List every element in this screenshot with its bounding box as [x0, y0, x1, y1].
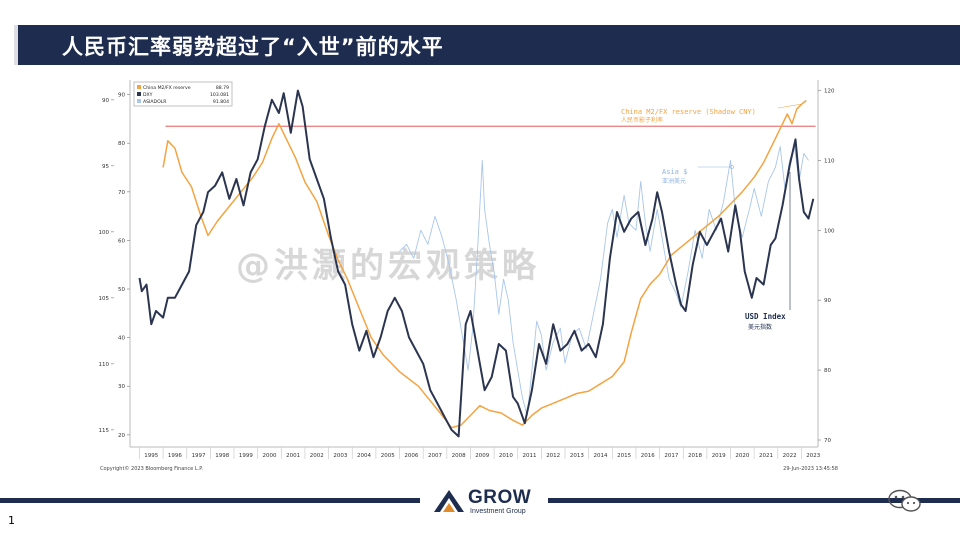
legend-value: 88.79 — [216, 85, 229, 91]
right-tick-label: 110 — [824, 158, 835, 164]
outer-left-tick-label: 90 — [102, 98, 109, 104]
title-bar: 人民币汇率弱势超过了“入世”前的水平 — [14, 25, 960, 65]
annotation-cny-zh: 人民币影子利率 — [621, 116, 663, 124]
timestamp-text: 29-Jun-2023 13:45:58 — [783, 466, 838, 472]
x-tick-label: 1996 — [168, 453, 182, 459]
outer-left-tick-label: 110 — [99, 362, 110, 368]
annotation-cny-en: China M2/FX reserve (Shadow CNY) — [621, 108, 756, 116]
x-tick-label: 2009 — [475, 453, 489, 459]
chart: @洪灝的宏观策略 1995 1996 1997 1998 1999 2000 2001 2002… — [96, 72, 856, 480]
x-tick-label: 1998 — [215, 453, 229, 459]
outer-left-tick-label: 100 — [99, 230, 110, 236]
x-tick-label: 2003 — [333, 453, 347, 459]
right-tick-label: 120 — [824, 88, 835, 94]
x-tick-label: 2001 — [286, 453, 300, 459]
annotation-asia-zh: 亚洲美元 — [662, 177, 686, 185]
inner-left-tick-label: 30 — [118, 384, 125, 390]
x-tick-label: 2013 — [570, 453, 584, 459]
series-line-dxy — [138, 89, 815, 438]
x-tick-label: 2016 — [641, 453, 655, 459]
x-tick-label: 2012 — [546, 453, 560, 459]
x-tick-label: 2010 — [499, 453, 513, 459]
x-tick-label: 2007 — [428, 453, 442, 459]
x-tick-label: 2021 — [759, 453, 773, 459]
annotation-usd-en: USD Index — [745, 312, 786, 321]
right-tick-label: 100 — [824, 228, 835, 234]
legend-label: ASIADOLR — [143, 99, 167, 105]
footer-line-right — [548, 498, 960, 503]
legend-swatch — [137, 99, 141, 103]
x-tick-label: 2022 — [783, 453, 797, 459]
logo-sub: Investment Group — [470, 508, 526, 515]
x-tick-label: 2000 — [262, 453, 276, 459]
x-tick-label: 2023 — [806, 453, 820, 459]
outer-left-tick-label: 95 — [102, 164, 109, 170]
outer-left-tick-label: 115 — [99, 428, 110, 434]
inner-left-tick-label: 60 — [118, 238, 125, 244]
x-tick-label: 1997 — [192, 453, 206, 459]
watermark: @洪灝的宏观策略 — [236, 246, 540, 286]
legend-swatch — [137, 92, 141, 96]
inner-left-tick-label: 20 — [118, 433, 125, 439]
legend-swatch — [137, 85, 141, 89]
x-tick-label: 2011 — [523, 453, 537, 459]
x-tick-label: 2020 — [735, 453, 749, 459]
logo-name: GROW — [468, 487, 532, 508]
legend-box — [133, 81, 233, 107]
x-tick-label: 2008 — [452, 453, 466, 459]
inner-left-tick-label: 70 — [118, 190, 125, 196]
x-tick-label: 2002 — [310, 453, 324, 459]
right-tick-label: 90 — [824, 298, 831, 304]
annotation-asia-en: Asia $ — [662, 168, 687, 176]
legend-value: 91.804 — [213, 99, 229, 105]
x-tick-label: 2006 — [404, 453, 418, 459]
inner-left-tick-label: 80 — [118, 141, 125, 147]
x-tick-label: 2018 — [688, 453, 702, 459]
series-line-china-m2-fx-reserve — [162, 99, 807, 429]
series-line-asiadolr — [399, 145, 809, 416]
x-tick-label: 2004 — [357, 453, 371, 459]
page-number: 1 — [8, 514, 15, 527]
legend-value: 103.081 — [210, 92, 229, 98]
right-tick-label: 80 — [824, 368, 831, 374]
x-tick-label: 2015 — [617, 453, 631, 459]
annotation-asia-marker — [730, 165, 734, 169]
annotation-cny-leader — [777, 103, 803, 109]
x-tick-label: 1995 — [144, 453, 158, 459]
inner-left-tick-label: 40 — [118, 336, 125, 342]
outer-left-tick-label: 105 — [99, 296, 110, 302]
legend-label: China M2/FX reserve — [143, 85, 191, 91]
logo-mark-icon — [434, 490, 464, 512]
wechat-icon — [888, 489, 921, 512]
slide-title: 人民币汇率弱势超过了“入世”前的水平 — [62, 35, 444, 59]
x-tick-label: 2005 — [381, 453, 395, 459]
x-tick-label: 2019 — [712, 453, 726, 459]
right-tick-label: 70 — [824, 438, 831, 444]
grow-logo: GROW Investment Group — [432, 486, 542, 520]
x-tick-label: 2014 — [593, 453, 607, 459]
footer-line-left — [0, 498, 420, 503]
x-tick-label: 2017 — [664, 453, 678, 459]
x-tick-label: 1999 — [239, 453, 253, 459]
inner-left-tick-label: 90 — [118, 93, 125, 99]
inner-left-tick-label: 50 — [118, 287, 125, 293]
annotation-usd-zh: 美元指数 — [748, 323, 772, 331]
copyright-text: Copyright© 2023 Bloomberg Finance L.P. — [100, 465, 203, 472]
legend-label: DXY — [143, 92, 153, 98]
title-accent — [14, 25, 18, 65]
